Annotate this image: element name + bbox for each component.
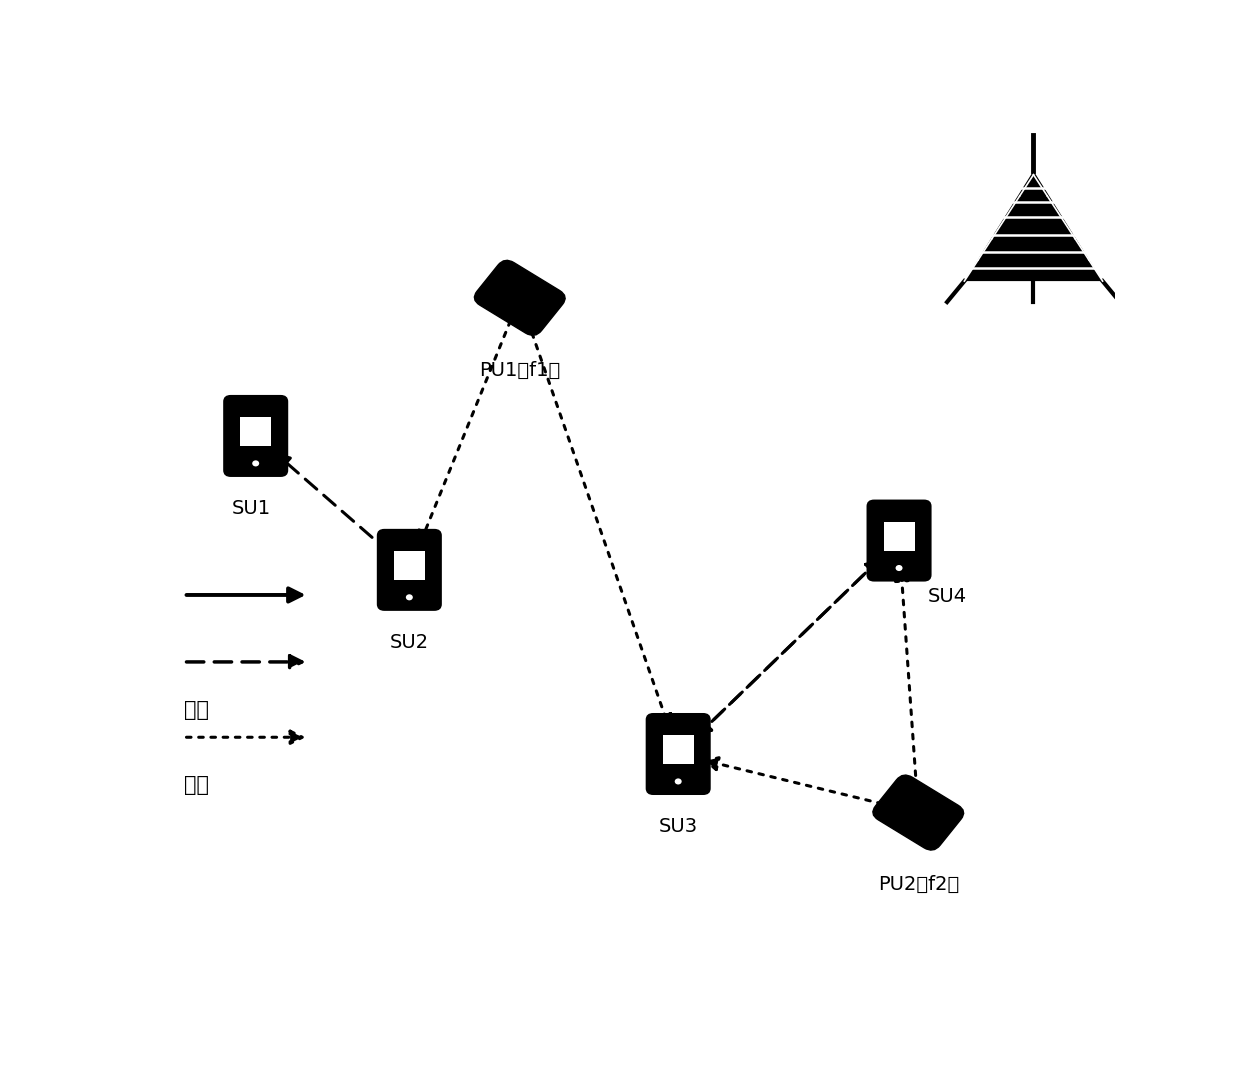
FancyBboxPatch shape: [867, 500, 930, 580]
Circle shape: [406, 595, 413, 600]
FancyBboxPatch shape: [475, 260, 565, 336]
Bar: [394, 551, 425, 580]
Text: SU1: SU1: [232, 499, 270, 517]
Text: 干扰: 干扰: [183, 775, 208, 795]
FancyBboxPatch shape: [647, 714, 710, 795]
Circle shape: [675, 778, 681, 785]
FancyBboxPatch shape: [378, 529, 441, 610]
FancyBboxPatch shape: [872, 775, 964, 850]
Text: PU2（f2）: PU2（f2）: [877, 875, 959, 895]
Text: SU4: SU4: [928, 587, 966, 605]
FancyBboxPatch shape: [224, 396, 287, 476]
Bar: [240, 417, 271, 447]
Text: 通信: 通信: [183, 700, 208, 720]
Circle shape: [253, 461, 259, 466]
Bar: [883, 522, 914, 551]
Circle shape: [896, 565, 902, 571]
Polygon shape: [964, 171, 1103, 282]
Text: SU2: SU2: [390, 633, 429, 651]
Text: PU1（f1）: PU1（f1）: [479, 361, 560, 379]
Text: SU3: SU3: [659, 816, 698, 836]
Bar: [663, 736, 694, 764]
